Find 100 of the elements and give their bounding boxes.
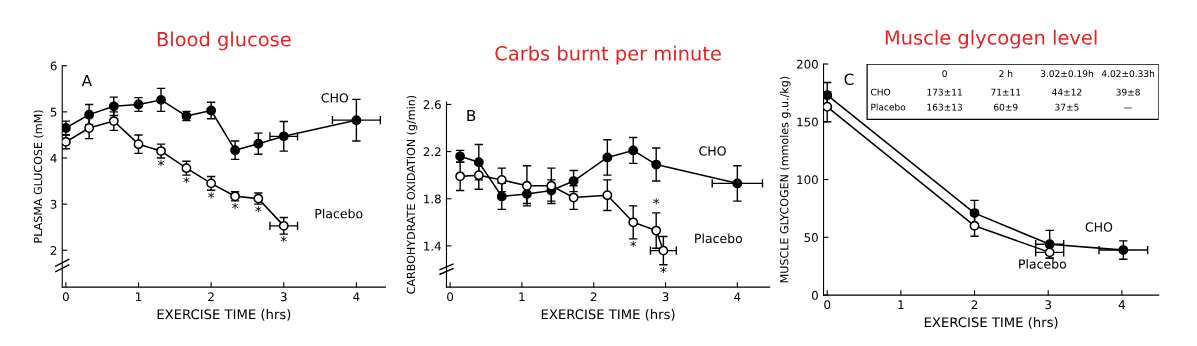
- annotation: A: [81, 75, 92, 87]
- y-axis-title: CARBOHYDRATE OXIDATION (g/min): [406, 95, 418, 294]
- y-tick-label: 100: [797, 175, 818, 185]
- point: [253, 138, 264, 149]
- point: [568, 192, 579, 203]
- point: [602, 190, 613, 201]
- x-axis-title: EXERCISE TIME (hrs): [924, 316, 1058, 329]
- point: [1118, 245, 1129, 255]
- x-axis-title: EXERCISE TIME (hrs): [541, 309, 675, 321]
- x-tick-label: 3: [662, 292, 669, 302]
- annotation: *: [660, 266, 667, 273]
- annotation: 60±9: [994, 103, 1018, 111]
- point: [351, 115, 362, 126]
- y-axis-title: MUSCLE GLYCOGEN (mmoles g.u./kg): [779, 76, 791, 283]
- x-tick-label: 1: [136, 292, 142, 302]
- y-tick-label: 6: [50, 61, 57, 71]
- x-tick-label: 1: [898, 300, 904, 309]
- series-label: CHO: [699, 146, 726, 156]
- y-tick-label: 150: [797, 117, 818, 127]
- x-tick-label: 4: [734, 292, 741, 302]
- point: [628, 145, 639, 156]
- point: [546, 180, 557, 191]
- annotation: 39±8: [1116, 88, 1140, 96]
- x-tick-label: 3: [280, 292, 287, 302]
- chart-title: Muscle glycogen level: [885, 29, 1097, 49]
- point: [496, 174, 507, 185]
- annotation: *: [630, 240, 637, 248]
- point: [568, 176, 579, 186]
- annotation: B: [467, 109, 476, 122]
- point: [108, 116, 119, 127]
- point: [969, 208, 980, 219]
- y-tick-label: 1.4: [424, 241, 441, 251]
- annotation: C: [844, 73, 854, 86]
- point: [84, 123, 95, 133]
- annotation: *: [157, 159, 165, 167]
- point: [496, 191, 507, 202]
- point: [823, 101, 833, 112]
- point: [521, 189, 532, 199]
- point: [84, 109, 95, 120]
- x-axis-title: EXERCISE TIME (hrs): [157, 309, 291, 321]
- y-tick-label: 2.6: [423, 100, 441, 110]
- annotation: *: [208, 192, 215, 199]
- y-tick-label: 2.2: [423, 147, 441, 157]
- annotation: CHO: [870, 88, 891, 96]
- x-tick-label: 0: [62, 292, 69, 302]
- annotation: *: [653, 198, 660, 205]
- chart-title: Carbs burnt per minute: [495, 45, 721, 65]
- point: [651, 225, 662, 236]
- annotation: 44±12: [1052, 88, 1082, 96]
- annotation: *: [232, 202, 239, 210]
- point: [473, 157, 484, 168]
- x-tick-label: 1: [519, 292, 525, 302]
- x-tick-label: 4: [353, 292, 360, 302]
- y-tick-label: 4: [50, 153, 57, 163]
- annotation: 0: [942, 70, 947, 78]
- annotation: —: [1124, 107, 1133, 109]
- annotation: *: [183, 176, 190, 184]
- x-tick-label: 0: [824, 300, 831, 310]
- point: [732, 178, 743, 189]
- annotation: *: [255, 206, 262, 213]
- x-tick-label: 0: [447, 292, 454, 302]
- annotation: *: [280, 235, 287, 243]
- x-tick-label: 4: [1118, 300, 1125, 309]
- point: [133, 139, 144, 150]
- chart-title: Blood glucose: [157, 31, 291, 51]
- series-label: Placebo: [1019, 259, 1067, 269]
- annotation: 163±13: [927, 103, 963, 111]
- annotation: 37±5: [1055, 103, 1079, 111]
- point: [651, 159, 662, 170]
- text: Placebo: [695, 233, 743, 244]
- y-tick-label: 50: [804, 233, 818, 243]
- point: [1044, 239, 1055, 250]
- x-tick-label: 2: [971, 300, 978, 309]
- series-label: CHO: [1085, 222, 1113, 232]
- point: [823, 90, 833, 101]
- y-tick-label: 5: [50, 107, 57, 117]
- point: [473, 170, 484, 181]
- annotation: Placebo: [871, 103, 906, 111]
- point: [658, 245, 669, 256]
- x-tick-label: 2: [208, 292, 214, 302]
- point: [521, 180, 532, 191]
- point: [455, 171, 466, 182]
- annotation: 4.02±0.33h: [1101, 70, 1155, 78]
- annotation: 3.02±0.19h: [1040, 70, 1093, 78]
- x-tick-label: 3: [1045, 300, 1052, 310]
- x-tick-label: 2: [590, 292, 597, 302]
- point: [278, 131, 289, 142]
- y-tick-label: 2: [50, 246, 57, 255]
- annotation: 2 h: [999, 70, 1013, 77]
- point: [230, 145, 241, 156]
- point: [969, 220, 980, 231]
- point: [108, 101, 119, 112]
- annotation: 71±11: [991, 88, 1021, 96]
- point: [628, 217, 639, 228]
- y-axis-title: PLASMA GLUCOSE (mM): [33, 110, 44, 243]
- text: Placebo: [315, 208, 363, 219]
- point: [278, 220, 289, 231]
- y-tick-label: 1.8: [424, 194, 441, 204]
- y-tick-label: 200: [797, 59, 818, 69]
- y-tick-label: 3: [50, 199, 57, 209]
